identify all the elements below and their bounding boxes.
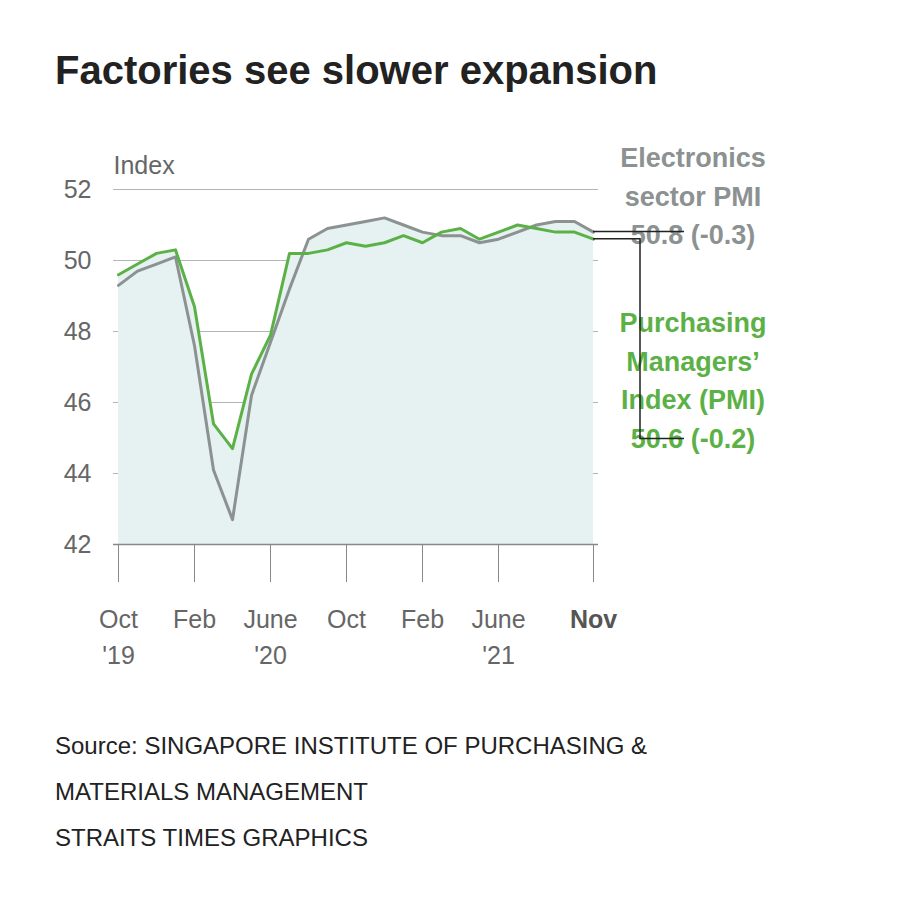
svg-text:Nov: Nov [570, 605, 617, 633]
html-text:Source: SINGAPORE INSTITUTE OF: Source: SINGAPORE INSTITUTE OF PURCHASIN… [55, 732, 648, 805]
svg-text:Feb: Feb [173, 605, 216, 633]
svg-text:Electronicssector PMI50.8 (-0.: Electronicssector PMI50.8 (-0.3) [620, 143, 766, 250]
svg-text:Oct'19: Oct'19 [99, 605, 138, 669]
svg-text:44: 44 [64, 459, 92, 487]
svg-text:Feb: Feb [401, 605, 444, 633]
svg-text:48: 48 [64, 317, 92, 345]
svg-text:Oct: Oct [327, 605, 366, 633]
svg-text:50: 50 [64, 246, 92, 274]
svg-text:PurchasingManagers’Index (PMI): PurchasingManagers’Index (PMI)50.6 (-0.2… [619, 308, 766, 454]
svg-text:42: 42 [64, 530, 92, 558]
svg-text:June'20: June'20 [243, 605, 297, 669]
svg-text:46: 46 [64, 388, 92, 416]
svg-text:Index: Index [114, 151, 176, 179]
svg-text:June'21: June'21 [471, 605, 525, 669]
html-text:Factories see slower expansion: Factories see slower expansion [55, 48, 658, 92]
html-text:STRAITS TIMES GRAPHICS: STRAITS TIMES GRAPHICS [55, 824, 368, 851]
svg-text:52: 52 [64, 175, 92, 203]
